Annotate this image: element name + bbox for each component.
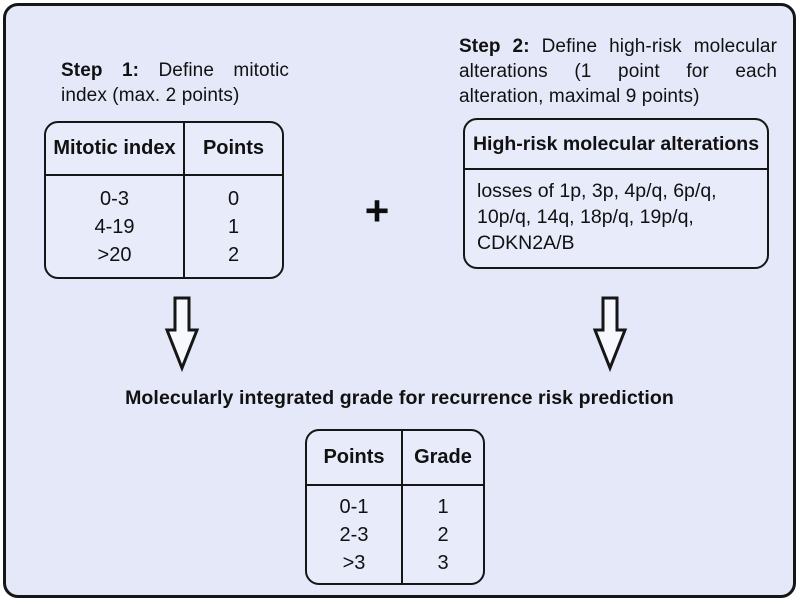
table-cell: >20 <box>97 243 132 266</box>
mitotic-points-header: Points <box>185 123 282 176</box>
mitotic-index-column: Mitotic index 0-3 4-19 >20 <box>46 123 185 277</box>
table-cell: 2 <box>227 243 240 266</box>
figure-panel: Step 1: Define mitotic index (max. 2 poi… <box>3 3 796 598</box>
mitotic-index-table: Mitotic index 0-3 4-19 >20 Points 0 1 2 <box>44 121 284 279</box>
table-cell: 4-19 <box>94 215 135 238</box>
grade-points-values: 0-1 2-3 >3 <box>307 486 401 583</box>
mitotic-points-values: 0 1 2 <box>185 176 282 277</box>
table-cell: 2 <box>437 523 449 546</box>
grade-table: Points 0-1 2-3 >3 Grade 1 2 3 <box>305 429 485 585</box>
step2-text: Step 2: Define high-risk molecular alter… <box>459 34 777 109</box>
mitotic-points-column: Points 0 1 2 <box>185 123 282 277</box>
step1-text: Step 1: Define mitotic index (max. 2 poi… <box>61 58 289 108</box>
down-arrow-icon <box>592 296 628 372</box>
table-cell: 1 <box>437 495 449 518</box>
grade-value-header: Grade <box>403 431 483 486</box>
grade-points-header: Points <box>307 431 401 486</box>
step2-description: Define high-risk molecular alterations (… <box>459 36 778 107</box>
step1-label: Step 1: <box>61 60 140 81</box>
plus-icon: + <box>364 187 390 234</box>
table-cell: 3 <box>437 551 449 574</box>
mitotic-index-header: Mitotic index <box>46 123 183 176</box>
table-cell: 0-1 <box>339 495 369 518</box>
result-title: Molecularly integrated grade for recurre… <box>125 387 674 409</box>
grade-value-values: 1 2 3 <box>403 486 483 583</box>
table-cell: 2-3 <box>339 523 369 546</box>
step1-description: Define mitotic index (max. 2 points) <box>61 60 290 106</box>
alterations-box: High-risk molecular alterations losses o… <box>463 118 769 269</box>
down-arrow-icon <box>164 296 200 372</box>
grade-value-column: Grade 1 2 3 <box>403 431 483 583</box>
table-cell: 0-3 <box>100 187 129 210</box>
alterations-list: losses of 1p, 3p, 4p/q, 6p/q, 10p/q, 14q… <box>477 180 717 254</box>
alterations-header: High-risk molecular alterations <box>465 120 767 170</box>
table-cell: >3 <box>342 551 366 574</box>
step2-label: Step 2: <box>459 36 530 57</box>
table-cell: 0 <box>227 187 240 210</box>
table-cell: 1 <box>227 215 240 238</box>
mitotic-index-values: 0-3 4-19 >20 <box>46 176 183 277</box>
grade-points-column: Points 0-1 2-3 >3 <box>307 431 403 583</box>
